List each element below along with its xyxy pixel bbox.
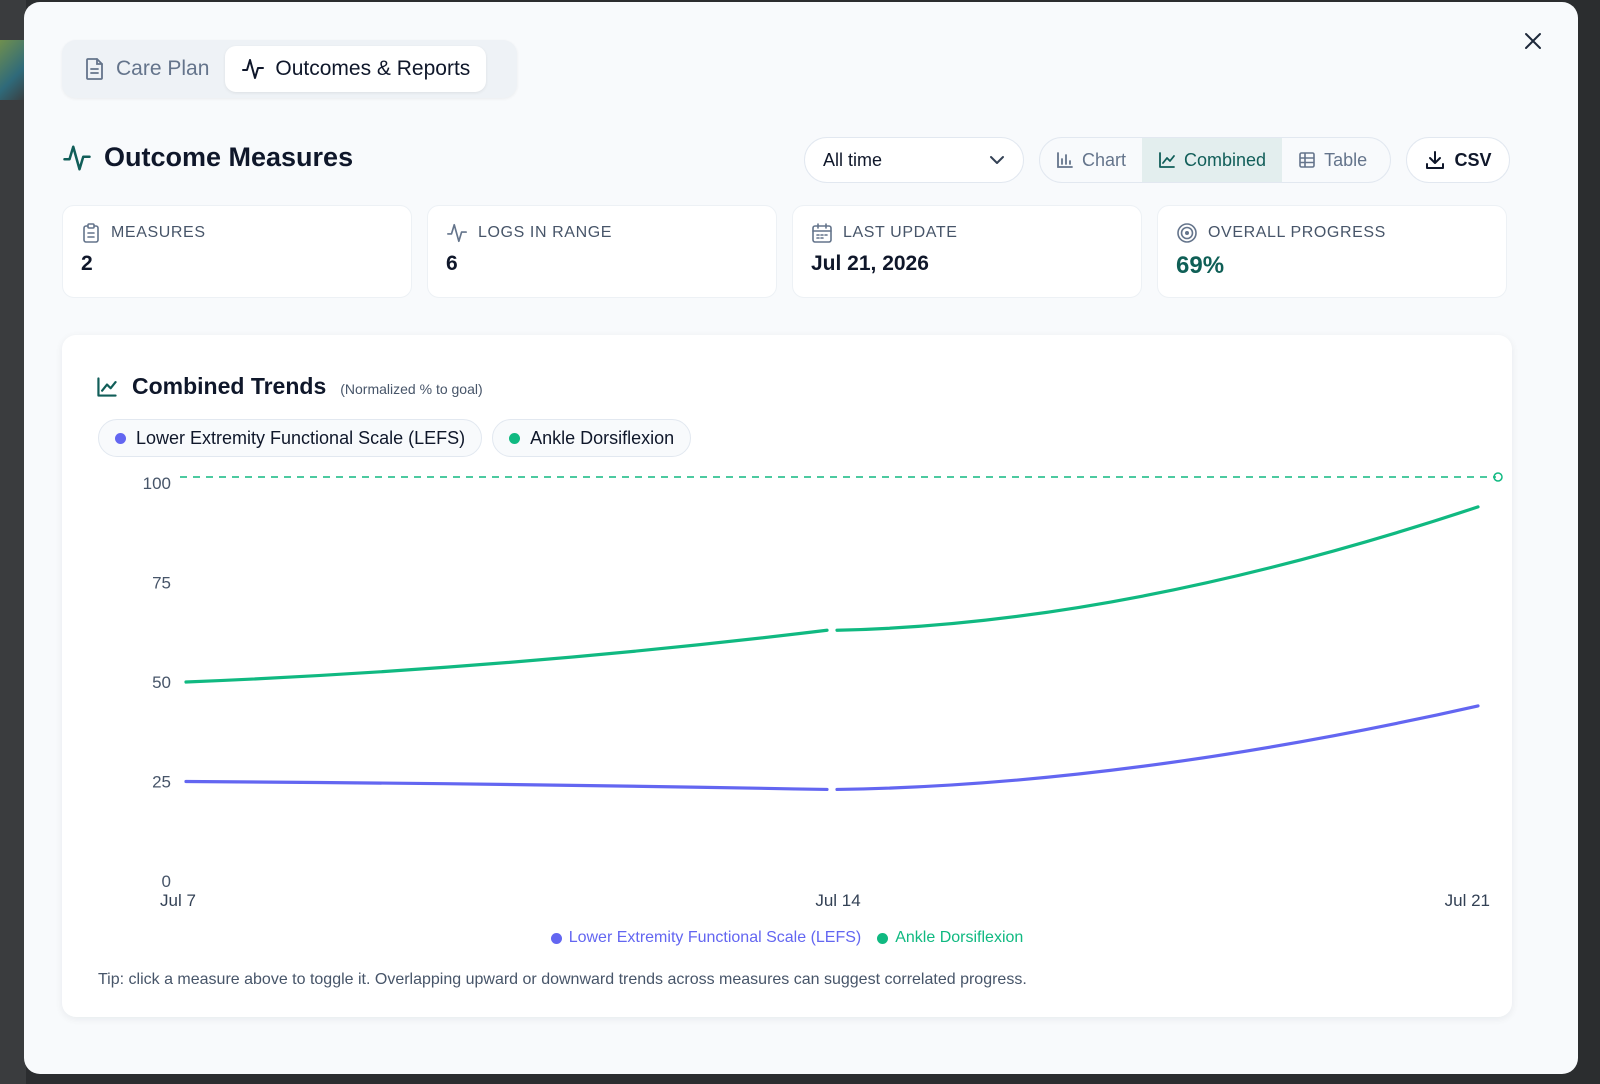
chart-tip: Tip: click a measure above to toggle it.… xyxy=(98,971,1027,988)
tab-outcomes-label: Outcomes & Reports xyxy=(275,57,471,80)
view-chart-button[interactable]: Chart xyxy=(1040,138,1142,182)
chip-label: Lower Extremity Functional Scale (LEFS) xyxy=(136,427,466,448)
target-icon xyxy=(1177,223,1197,243)
chevron-down-icon xyxy=(990,156,1004,164)
legend-item-ankle[interactable]: Ankle Dorsiflexion xyxy=(877,929,1023,947)
activity-icon xyxy=(63,145,91,170)
series-dot xyxy=(509,432,521,444)
stat-label: LAST UPDATE xyxy=(843,224,958,241)
section-header: Outcome Measures xyxy=(62,142,353,173)
stat-value: 6 xyxy=(446,252,458,275)
outcomes-modal: Care Plan Outcomes & Reports Outcome Mea… xyxy=(24,2,1578,1074)
tab-outcomes-reports[interactable]: Outcomes & Reports xyxy=(225,46,487,92)
series-line-lefs xyxy=(835,704,1480,792)
stat-value: 2 xyxy=(81,252,93,275)
page-title: Outcome Measures xyxy=(104,142,354,172)
legend-label: Ankle Dorsiflexion xyxy=(895,929,1024,946)
line-chart-icon xyxy=(1159,152,1175,168)
series-line-lefs xyxy=(184,779,829,792)
tab-care-plan-label: Care Plan xyxy=(116,57,210,80)
chip-label: Ankle Dorsiflexion xyxy=(530,427,675,448)
legend-item-lefs[interactable]: Lower Extremity Functional Scale (LEFS) xyxy=(550,929,862,947)
clipboard-icon xyxy=(83,223,99,243)
bar-chart-icon xyxy=(1057,152,1073,168)
activity-icon xyxy=(447,223,467,243)
chip-ankle-dorsiflexion[interactable]: Ankle Dorsiflexion xyxy=(492,419,692,457)
goal-marker xyxy=(1493,472,1503,482)
background-banner xyxy=(0,40,26,100)
document-icon xyxy=(86,58,103,80)
close-button[interactable] xyxy=(1518,26,1548,56)
stat-value: 69% xyxy=(1176,252,1225,279)
legend-dot xyxy=(550,932,562,944)
table-icon xyxy=(1299,152,1315,168)
measure-toggle-chips: Lower Extremity Functional Scale (LEFS) … xyxy=(98,419,692,457)
chart-header: Combined Trends (Normalized % to goal) xyxy=(96,373,483,400)
date-range-select[interactable]: All time xyxy=(804,137,1024,183)
activity-icon xyxy=(242,59,265,79)
stat-card-measures: MEASURES 2 xyxy=(62,205,412,298)
tab-bar: Care Plan Outcomes & Reports xyxy=(62,40,517,98)
chart-title: Combined Trends xyxy=(132,373,327,399)
stat-card-logs: LOGS IN RANGE 6 xyxy=(427,205,777,298)
series-line-ankle xyxy=(835,505,1480,632)
download-icon xyxy=(1426,151,1445,169)
series-dot xyxy=(115,432,126,444)
export-csv-label: CSV xyxy=(1454,149,1492,170)
y-tick-label: 25 xyxy=(152,773,171,792)
view-combined-button[interactable]: Combined xyxy=(1142,138,1283,182)
date-range-value: All time xyxy=(823,149,883,170)
view-toggle: Chart Combined Table xyxy=(1039,137,1391,183)
legend-dot xyxy=(877,932,889,944)
combined-trends-chart: 0 25 50 75 100 Jul 7 Jul 14 Jul 21 xyxy=(143,472,1503,910)
y-tick-label: 100 xyxy=(143,474,171,493)
chart-legend: Lower Extremity Functional Scale (LEFS) … xyxy=(62,929,1512,947)
legend-label: Lower Extremity Functional Scale (LEFS) xyxy=(568,929,862,946)
chart-subtitle: (Normalized % to goal) xyxy=(340,381,483,397)
view-combined-label: Combined xyxy=(1184,149,1267,170)
stat-card-overall-progress: OVERALL PROGRESS 69% xyxy=(1157,205,1507,298)
export-csv-button[interactable]: CSV xyxy=(1406,137,1510,183)
line-chart-icon xyxy=(97,376,117,397)
stat-label: MEASURES xyxy=(111,224,206,241)
background-page xyxy=(0,0,26,1084)
y-tick-label: 0 xyxy=(162,872,171,891)
view-chart-label: Chart xyxy=(1082,149,1127,170)
x-tick-label: Jul 21 xyxy=(1445,891,1490,910)
calendar-icon xyxy=(812,223,832,243)
stat-value: Jul 21, 2026 xyxy=(811,252,929,275)
view-table-label: Table xyxy=(1324,149,1368,170)
stat-card-last-update: LAST UPDATE Jul 21, 2026 xyxy=(792,205,1142,298)
combined-trends-card: Combined Trends (Normalized % to goal) L… xyxy=(62,335,1512,1017)
tab-care-plan[interactable]: Care Plan xyxy=(68,46,225,92)
x-tick-label: Jul 7 xyxy=(160,891,196,910)
chip-lefs[interactable]: Lower Extremity Functional Scale (LEFS) xyxy=(98,419,483,457)
view-table-button[interactable]: Table xyxy=(1282,138,1383,182)
stat-label: OVERALL PROGRESS xyxy=(1208,224,1386,241)
y-tick-label: 50 xyxy=(152,673,171,692)
x-tick-label: Jul 14 xyxy=(815,891,860,910)
stat-label: LOGS IN RANGE xyxy=(478,224,613,241)
series-line-ankle xyxy=(184,628,829,684)
close-icon xyxy=(1525,33,1541,49)
y-tick-label: 75 xyxy=(152,574,171,593)
